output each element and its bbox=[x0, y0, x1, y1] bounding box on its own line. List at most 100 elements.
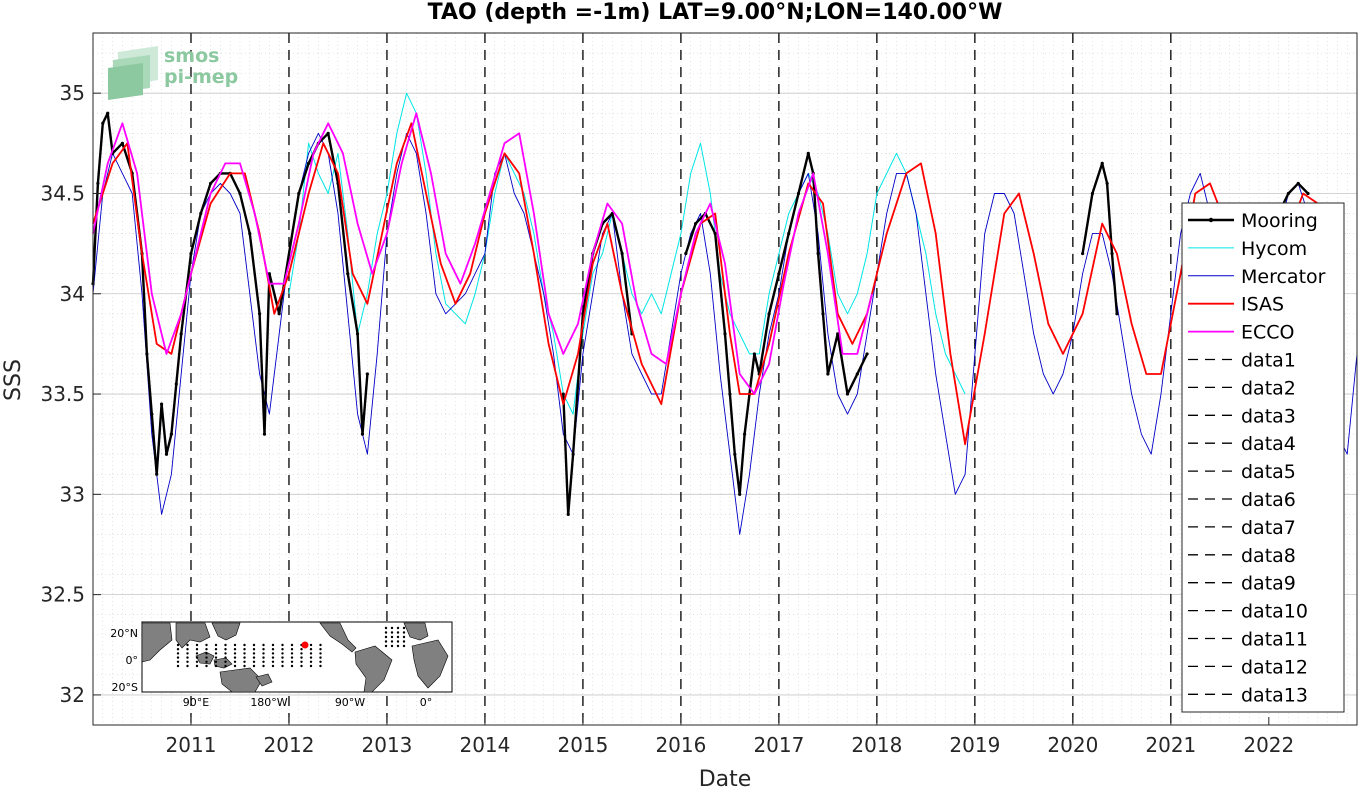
buoy-dot bbox=[309, 648, 313, 651]
series-point-mooring bbox=[561, 392, 565, 396]
buoy-dot bbox=[402, 635, 406, 639]
series-point-mooring bbox=[277, 312, 281, 316]
series-line-mooring bbox=[1081, 162, 1119, 314]
logo-line1: smos bbox=[164, 45, 219, 67]
series-point-mooring bbox=[1306, 191, 1310, 196]
legend-label: ECCO bbox=[1241, 322, 1295, 344]
series-point-mooring bbox=[326, 131, 330, 135]
x-tick-label: 2019 bbox=[949, 733, 1000, 757]
buoy-dot bbox=[402, 640, 406, 643]
buoy-dot bbox=[176, 643, 180, 647]
buoy-dot bbox=[300, 660, 303, 663]
buoy-dot bbox=[233, 656, 237, 659]
series-point-mooring bbox=[728, 392, 732, 396]
buoy-dot bbox=[252, 643, 256, 647]
logo-emblem-icon bbox=[108, 46, 158, 100]
series-point-mooring bbox=[713, 231, 717, 236]
series-point-mooring bbox=[777, 272, 781, 276]
legend: Mooring Hycom Mercator ISAS ECCO data1 data2 da… bbox=[1181, 202, 1345, 713]
buoy-dot bbox=[224, 648, 227, 651]
buoy-dot bbox=[214, 643, 218, 647]
buoy-dot bbox=[309, 643, 313, 647]
buoy-dot bbox=[205, 652, 208, 655]
buoy-dot bbox=[243, 660, 246, 663]
series-point-mooring bbox=[566, 512, 570, 516]
series-point-mooring bbox=[267, 272, 271, 276]
buoy-dot bbox=[186, 652, 189, 655]
series-line-ecco bbox=[92, 112, 873, 395]
series-point-mooring bbox=[199, 211, 203, 216]
inset-lat-label: 20°N bbox=[110, 627, 138, 640]
buoy-dot bbox=[176, 664, 180, 668]
series-point-mooring bbox=[257, 312, 262, 316]
series-point-mooring bbox=[1105, 181, 1109, 186]
buoy-dot bbox=[224, 643, 227, 647]
y-tick-label: 32.5 bbox=[40, 583, 85, 607]
buoy-dot bbox=[281, 643, 284, 647]
x-tick-label: 2022 bbox=[1243, 733, 1294, 757]
buoy-dot bbox=[243, 656, 246, 659]
logo-line2: pi-mep bbox=[164, 66, 238, 88]
buoy-dot bbox=[319, 648, 322, 651]
buoy-dot bbox=[252, 652, 256, 655]
inset-lon-label: 90°W bbox=[335, 696, 365, 709]
buoy-dot bbox=[243, 648, 246, 651]
series-point-mooring bbox=[262, 432, 267, 436]
buoy-dot bbox=[186, 648, 189, 651]
series-point-mooring bbox=[865, 352, 869, 356]
buoy-dot bbox=[290, 656, 294, 659]
legend-label: data12 bbox=[1241, 656, 1308, 678]
series-point-mooring bbox=[684, 252, 688, 256]
series-point-mooring bbox=[179, 332, 183, 336]
buoy-dot bbox=[396, 635, 400, 639]
buoy-dot bbox=[396, 640, 400, 643]
buoy-dot bbox=[402, 626, 406, 630]
y-tick-label: 33.5 bbox=[40, 382, 85, 406]
buoy-dot bbox=[224, 652, 227, 655]
buoy-dot bbox=[319, 656, 322, 659]
legend-label: Hycom bbox=[1241, 238, 1307, 260]
legend-label: data10 bbox=[1241, 601, 1308, 623]
buoy-dot bbox=[396, 626, 400, 630]
series-point-mooring bbox=[816, 252, 820, 256]
inset-lon-label: 90°E bbox=[183, 696, 209, 709]
series-point-mooring bbox=[189, 252, 193, 256]
series-point-mooring bbox=[1115, 312, 1119, 316]
buoy-dot bbox=[271, 660, 275, 663]
legend-label: data7 bbox=[1241, 517, 1296, 539]
buoy-dot bbox=[224, 660, 227, 663]
buoy-dot bbox=[402, 644, 406, 648]
series-point-mooring bbox=[106, 111, 110, 115]
series-point-mooring bbox=[174, 382, 178, 386]
series-point-mooring bbox=[723, 332, 727, 336]
y-axis-label: SSS bbox=[1, 359, 26, 401]
inset-lat-label: 0° bbox=[126, 654, 139, 667]
x-tick-label: 2018 bbox=[851, 733, 902, 757]
legend-label: data13 bbox=[1241, 684, 1308, 706]
y-tick-label: 33 bbox=[60, 482, 85, 506]
buoy-dot bbox=[384, 635, 388, 639]
buoy-dot bbox=[384, 626, 388, 630]
buoy-dot bbox=[271, 656, 275, 659]
buoy-dot bbox=[205, 664, 208, 668]
buoy-dot bbox=[319, 652, 322, 655]
buoy-dot bbox=[195, 660, 199, 663]
buoy-dot bbox=[205, 656, 208, 659]
series-point-mooring bbox=[101, 121, 105, 125]
buoy-dot bbox=[300, 652, 303, 655]
y-tick-label: 35 bbox=[60, 81, 85, 105]
x-tick-label: 2017 bbox=[753, 733, 804, 757]
buoy-dot bbox=[262, 664, 265, 668]
series-point-mooring bbox=[155, 472, 159, 476]
buoy-dot bbox=[300, 664, 303, 668]
series-point-mooring bbox=[694, 221, 698, 226]
buoy-dot bbox=[233, 643, 237, 647]
x-tick-label: 2016 bbox=[655, 733, 706, 757]
buoy-dot bbox=[186, 643, 189, 647]
buoy-dot bbox=[384, 640, 388, 643]
x-ticks: 2011 2012 2013 2014 2015 2016 2017 2018 2019 2020… bbox=[166, 717, 1294, 757]
buoy-dot bbox=[224, 664, 227, 668]
smos-pimep-logo: smos pi-mep bbox=[108, 45, 238, 100]
series-point-mooring bbox=[238, 191, 242, 196]
buoy-dot bbox=[396, 631, 400, 634]
